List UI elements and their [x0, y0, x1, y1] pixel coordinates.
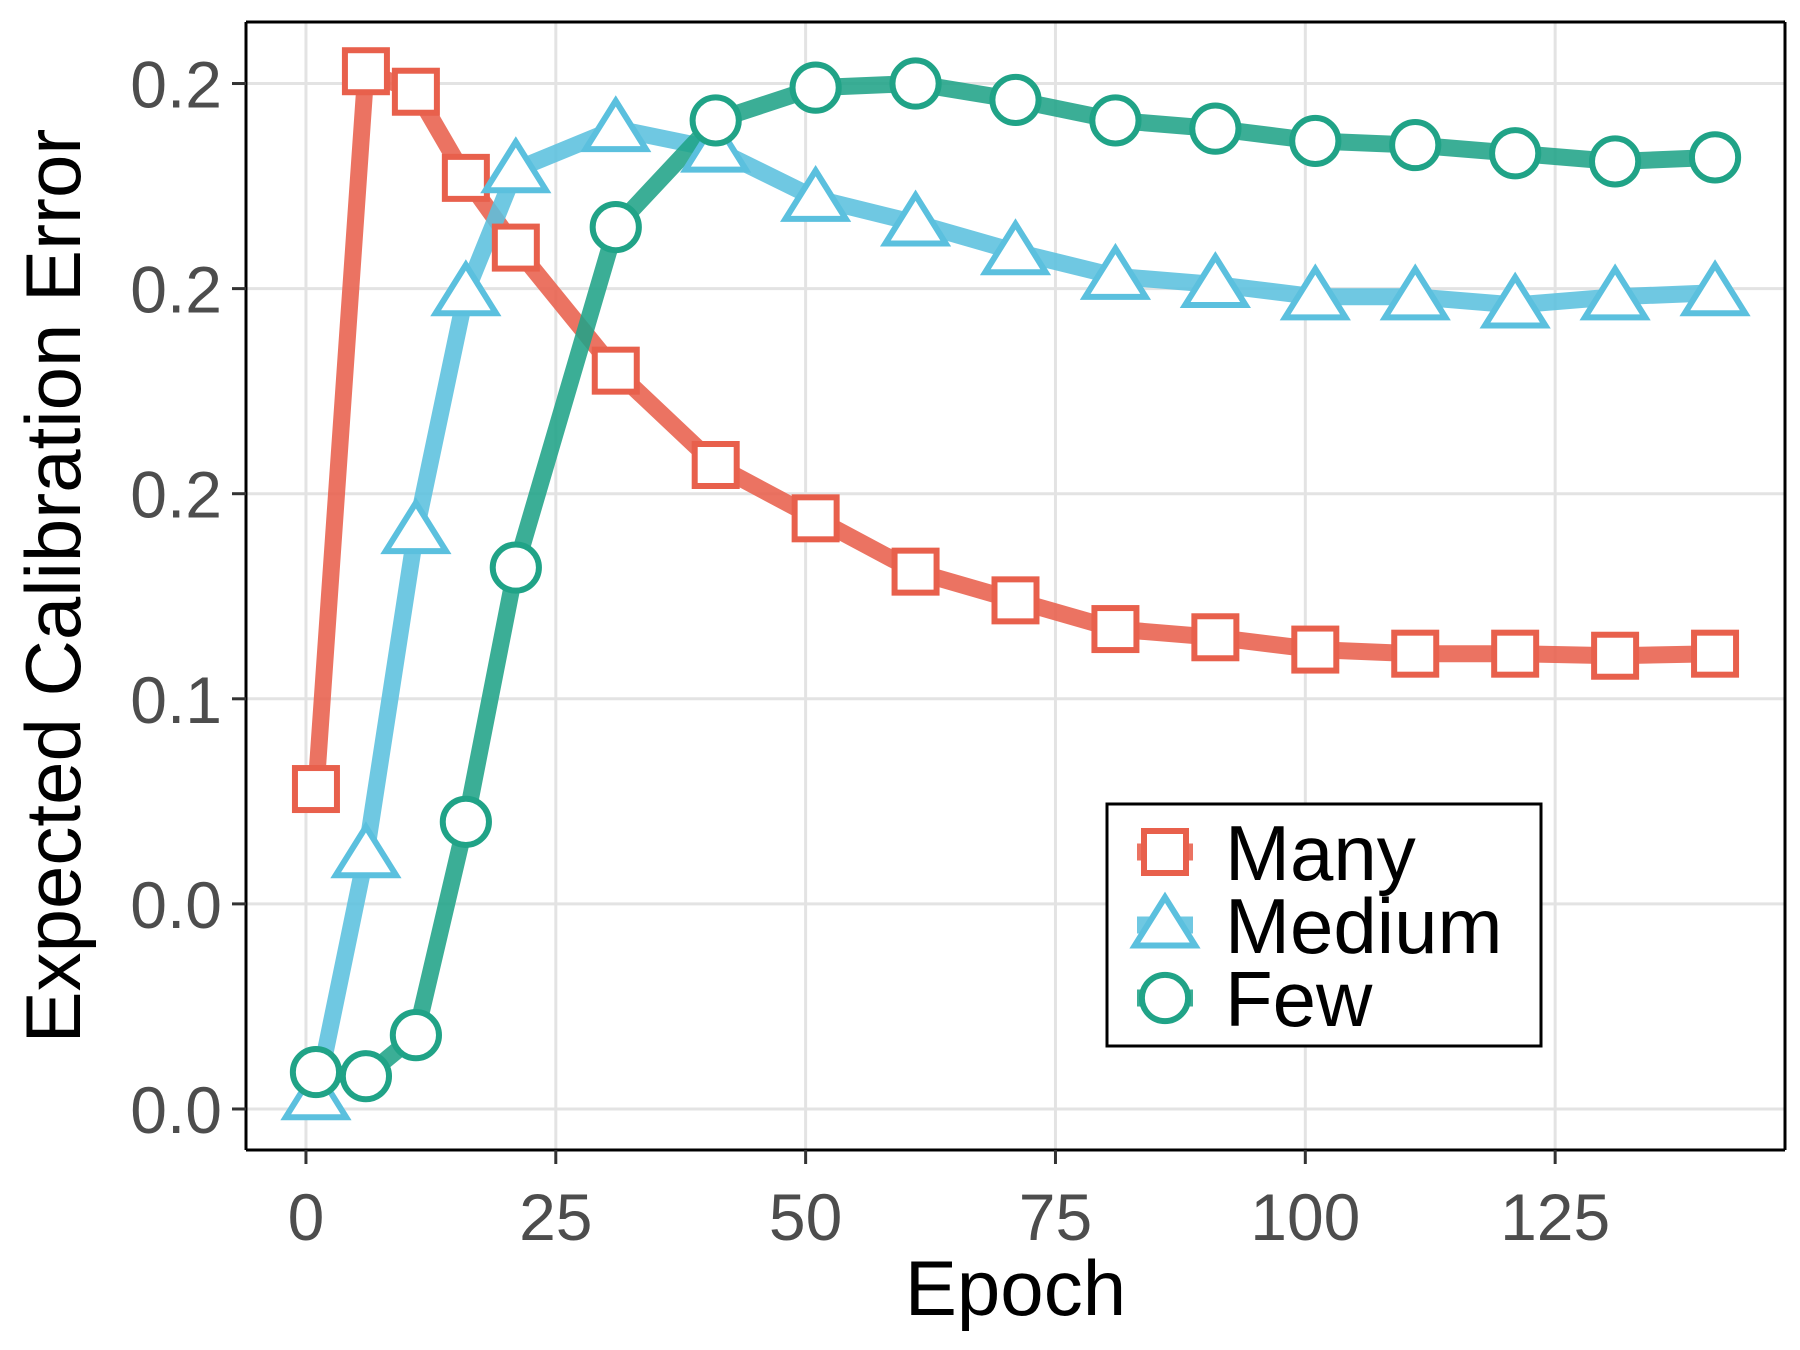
x-tick-label: 0	[288, 1180, 325, 1254]
data-point-few	[1489, 127, 1542, 180]
data-point-medium	[430, 259, 502, 317]
data-point-many	[1291, 625, 1340, 674]
data-point-many	[1491, 629, 1540, 678]
data-point-many	[491, 223, 540, 272]
x-tick-label: 50	[769, 1180, 842, 1254]
data-point-medium	[879, 189, 952, 247]
data-point-few	[1389, 118, 1442, 172]
data-point-many	[291, 765, 340, 814]
y-tick-label: 0.0	[130, 868, 222, 942]
data-point-medium	[1679, 259, 1751, 317]
data-point-medium	[1179, 251, 1251, 309]
data-point-many	[391, 67, 440, 116]
data-point-many	[441, 153, 490, 202]
data-point-few	[389, 1009, 442, 1062]
data-point-many	[1091, 605, 1140, 654]
data-point-many	[1391, 629, 1440, 678]
legend-item-many: Many	[1137, 809, 1416, 897]
data-point-medium	[380, 497, 452, 555]
data-point-medium	[1579, 263, 1651, 321]
y-tick-label: 0.2	[130, 253, 222, 327]
data-point-few	[1189, 102, 1242, 155]
y-tick-label: 0.2	[130, 458, 222, 532]
data-point-few	[289, 1045, 343, 1099]
x-tick-label: 125	[1500, 1180, 1610, 1254]
data-point-medium	[1079, 242, 1152, 300]
markers-many	[291, 47, 1740, 814]
data-point-medium	[780, 164, 852, 222]
legend-label-few: Few	[1225, 955, 1373, 1043]
data-point-few	[1688, 131, 1742, 184]
legend-label-medium: Medium	[1225, 882, 1502, 970]
data-point-few	[889, 57, 942, 110]
x-tick-label: 100	[1250, 1180, 1360, 1254]
data-point-many	[591, 346, 640, 395]
data-point-many	[1591, 631, 1640, 680]
x-tick-label: 25	[519, 1180, 592, 1254]
axes	[232, 20, 1787, 1164]
data-point-many	[891, 547, 940, 596]
data-point-medium	[580, 95, 652, 153]
data-point-many	[991, 576, 1040, 625]
legend-label-many: Many	[1225, 809, 1416, 897]
data-point-few	[1089, 94, 1142, 147]
data-point-many	[341, 47, 390, 96]
data-point-few	[439, 795, 492, 848]
data-point-medium	[1479, 271, 1551, 329]
y-tick-label: 0.0	[130, 1073, 222, 1147]
data-point-many	[691, 440, 740, 489]
data-point-few	[989, 73, 1042, 127]
y-axis-title: Expected Calibration Error	[9, 129, 97, 1044]
y-tick-label: 0.1	[130, 663, 222, 737]
legend-item-medium: Medium	[1129, 882, 1502, 970]
data-point-medium	[480, 136, 552, 194]
legend-key-marker-medium	[1129, 891, 1201, 949]
data-point-medium	[1279, 263, 1351, 321]
x-axis-title: Epoch	[905, 1244, 1126, 1332]
tick-labels: 0 25 50 75 100 125 0.0 0.0 0.1 0.2 0.2 0.2	[130, 48, 1610, 1254]
data-point-few	[489, 541, 542, 594]
series-layer	[280, 47, 1751, 1121]
legend-key-marker-many	[1141, 828, 1189, 876]
data-point-many	[791, 494, 840, 543]
data-point-medium	[979, 218, 1052, 276]
data-point-few	[689, 94, 742, 147]
data-point-few	[589, 200, 642, 254]
data-point-few	[1289, 114, 1342, 168]
data-point-many	[1191, 613, 1240, 662]
y-tick-label: 0.2	[130, 48, 222, 122]
data-point-few	[1589, 135, 1642, 188]
data-point-many	[1691, 629, 1740, 678]
legend-item-few: Few	[1137, 955, 1373, 1043]
legend-key-marker-few	[1138, 971, 1192, 1025]
data-point-few	[789, 61, 842, 114]
data-point-medium	[330, 821, 402, 879]
data-point-medium	[1379, 263, 1451, 321]
markers-few	[289, 57, 1742, 1103]
data-point-few	[339, 1050, 393, 1103]
x-tick-label: 75	[1019, 1180, 1092, 1254]
